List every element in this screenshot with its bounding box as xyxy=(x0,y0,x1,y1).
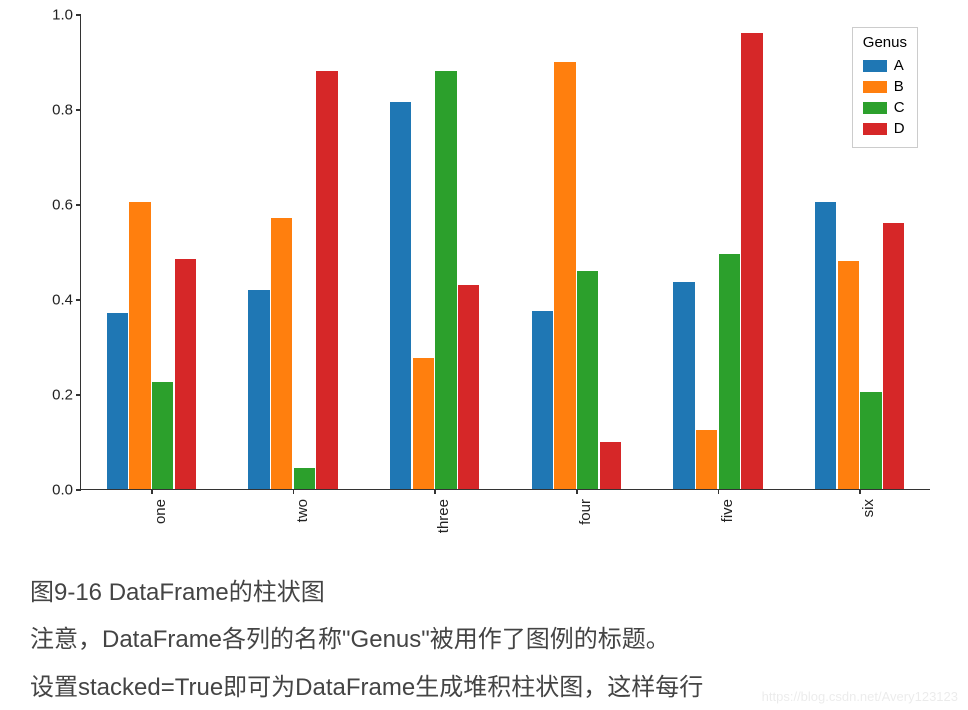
x-tick-mark xyxy=(718,489,720,494)
bar-C-one xyxy=(152,382,174,489)
y-tick-mark xyxy=(76,489,81,491)
figure-caption: 图9-16 DataFrame的柱状图 xyxy=(30,575,325,611)
bar-A-three xyxy=(390,102,412,489)
y-tick-mark xyxy=(76,204,81,206)
plot-area: Genus ABCD 0.00.20.40.60.81.0onetwothree… xyxy=(80,15,930,490)
bar-B-three xyxy=(413,358,435,489)
bar-A-two xyxy=(248,290,270,490)
y-tick-label: 1.0 xyxy=(52,7,73,24)
y-tick-mark xyxy=(76,394,81,396)
y-tick-label: 0.8 xyxy=(52,102,73,119)
x-tick-mark xyxy=(576,489,578,494)
bar-A-five xyxy=(673,282,695,489)
y-tick-label: 0.4 xyxy=(52,292,73,309)
legend-label: B xyxy=(894,76,904,97)
legend-item-A: A xyxy=(863,55,907,76)
bar-D-one xyxy=(175,259,197,489)
bar-D-three xyxy=(458,285,480,489)
bar-C-four xyxy=(577,271,599,490)
bar-B-two xyxy=(271,218,293,489)
legend-title: Genus xyxy=(863,34,907,51)
x-tick-label: four xyxy=(577,499,594,525)
x-tick-label: six xyxy=(860,499,877,517)
bar-A-six xyxy=(815,202,837,489)
bar-D-four xyxy=(600,442,622,490)
body-text-2: 设置stacked=True即可为DataFrame生成堆积柱状图，这样每行 xyxy=(30,670,703,706)
legend-item-B: B xyxy=(863,76,907,97)
x-tick-label: three xyxy=(435,499,452,533)
y-tick-label: 0.6 xyxy=(52,197,73,214)
bar-D-five xyxy=(741,33,763,489)
bar-C-three xyxy=(435,71,457,489)
x-tick-mark xyxy=(434,489,436,494)
legend-label: A xyxy=(894,55,904,76)
legend-label: C xyxy=(894,97,905,118)
legend-item-D: D xyxy=(863,118,907,139)
bar-D-two xyxy=(316,71,338,489)
legend-swatch xyxy=(863,81,887,93)
bar-D-six xyxy=(883,223,905,489)
y-tick-mark xyxy=(76,299,81,301)
x-tick-mark xyxy=(293,489,295,494)
y-tick-label: 0.2 xyxy=(52,387,73,404)
x-tick-mark xyxy=(151,489,153,494)
bar-B-six xyxy=(838,261,860,489)
x-tick-label: two xyxy=(294,499,311,522)
x-tick-mark xyxy=(859,489,861,494)
legend: Genus ABCD xyxy=(852,27,918,148)
x-tick-label: one xyxy=(152,499,169,524)
bar-B-four xyxy=(554,62,576,490)
bar-C-six xyxy=(860,392,882,489)
legend-item-C: C xyxy=(863,97,907,118)
chart-container: Genus ABCD 0.0 0.2 0.4 0.6 0.8 1.0 one two three… xyxy=(20,5,948,560)
bar-A-four xyxy=(532,311,554,489)
legend-swatch xyxy=(863,123,887,135)
y-tick-mark xyxy=(76,109,81,111)
bar-C-five xyxy=(719,254,741,489)
bar-C-two xyxy=(294,468,316,489)
legend-swatch xyxy=(863,60,887,72)
bar-B-one xyxy=(129,202,151,489)
x-tick-label: five xyxy=(719,499,736,522)
body-text-1: 注意，DataFrame各列的名称"Genus"被用作了图例的标题。 xyxy=(30,622,670,658)
y-tick-mark xyxy=(76,14,81,16)
watermark: https://blog.csdn.net/Avery123123 xyxy=(762,689,958,704)
legend-swatch xyxy=(863,102,887,114)
bar-A-one xyxy=(107,313,129,489)
y-tick-label: 0.0 xyxy=(52,482,73,499)
legend-label: D xyxy=(894,118,905,139)
bar-B-five xyxy=(696,430,718,489)
